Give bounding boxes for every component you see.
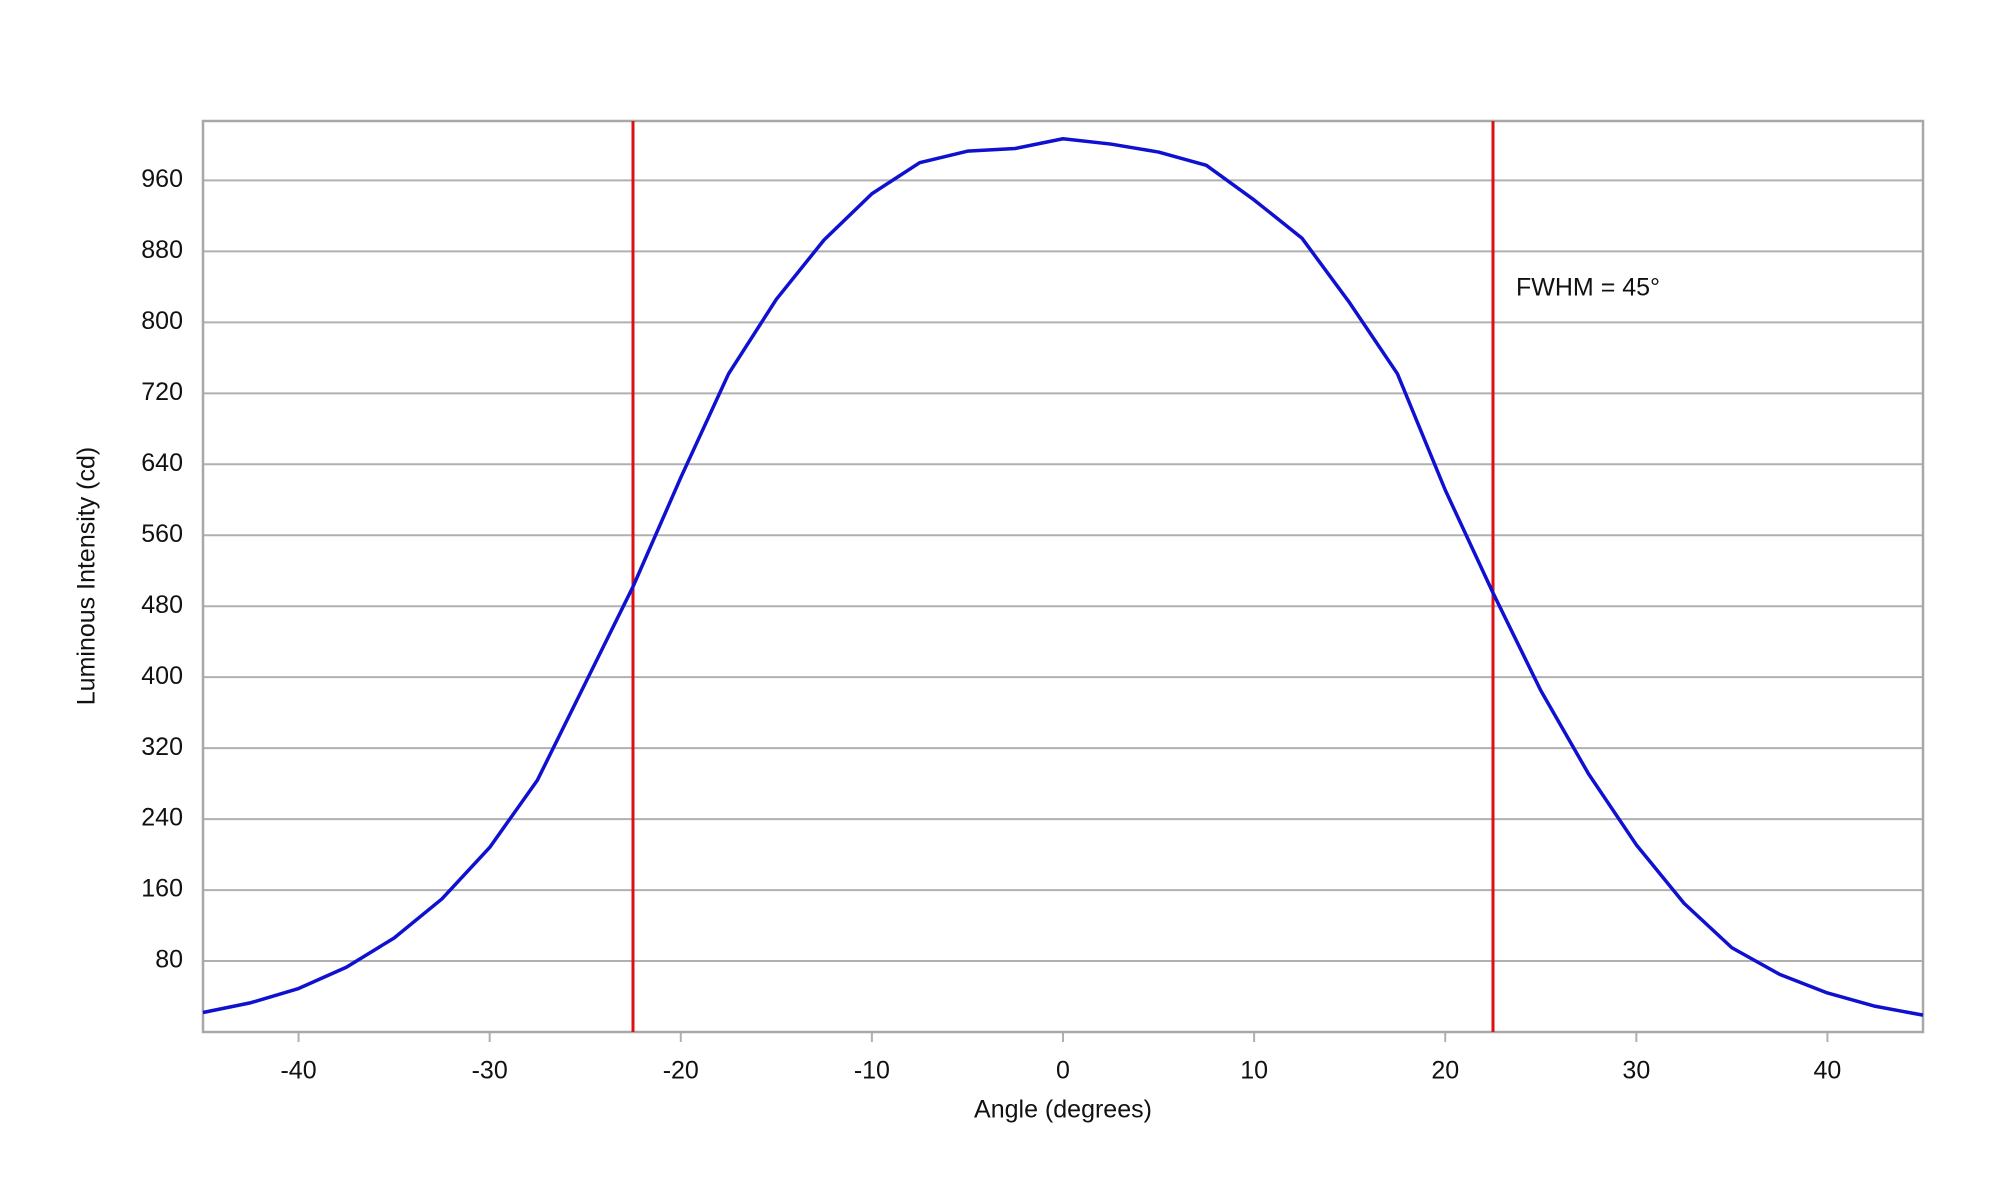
y-tick-label: 720 — [141, 378, 183, 406]
x-tick-label: 30 — [1622, 1057, 1650, 1085]
y-tick-label: 160 — [141, 875, 183, 903]
y-tick-label: 400 — [141, 662, 183, 690]
x-tick-label: -10 — [854, 1057, 890, 1085]
x-tick-label: 20 — [1431, 1057, 1459, 1085]
plot-frame — [201, 119, 1925, 1034]
y-tick-label: 320 — [141, 733, 183, 761]
series-line — [202, 136, 1924, 1017]
y-tick-label: 880 — [141, 236, 183, 264]
annotation: FWHM = 45° — [1516, 274, 1660, 302]
y-tick-label: 240 — [141, 804, 183, 832]
x-tick-label: 0 — [1056, 1057, 1070, 1085]
x-tick-label: 40 — [1814, 1057, 1842, 1085]
y-tick-label: 960 — [141, 165, 183, 193]
y-tick-label: 480 — [141, 591, 183, 619]
x-tick-label: -20 — [663, 1057, 699, 1085]
y-axis-label: Luminous Intensity (cd) — [73, 447, 101, 705]
y-tick-label: 80 — [155, 946, 183, 974]
x-tick-label: -40 — [280, 1057, 316, 1085]
x-tick-label: -30 — [472, 1057, 508, 1085]
y-tick-label: 560 — [141, 520, 183, 548]
x-axis-label: Angle (degrees) — [974, 1096, 1152, 1124]
y-tick-label: 800 — [141, 307, 183, 335]
y-tick-label: 640 — [141, 449, 183, 477]
x-tick-label: 10 — [1240, 1057, 1268, 1085]
